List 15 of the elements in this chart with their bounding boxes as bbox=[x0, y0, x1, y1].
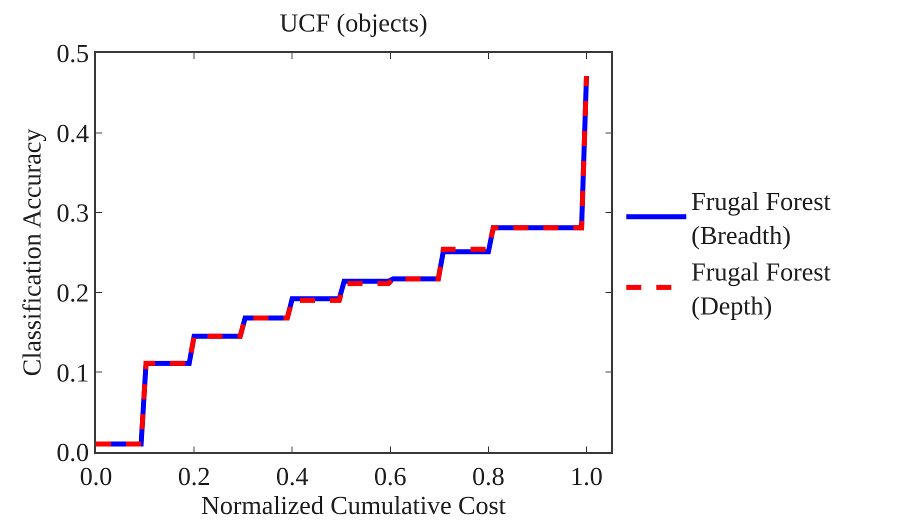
y-tick-label: 0.3 bbox=[56, 198, 90, 228]
x-axis-title: Normalized Cumulative Cost bbox=[201, 490, 507, 520]
x-tick-label: 0.4 bbox=[276, 462, 308, 491]
y-tick-label: 0.2 bbox=[56, 278, 90, 308]
y-tick-label: 0.4 bbox=[56, 118, 90, 148]
chart-title: UCF (objects) bbox=[279, 8, 428, 38]
y-tick-label: 0.5 bbox=[56, 39, 90, 68]
x-tick-label: 1.0 bbox=[570, 462, 603, 491]
legend-label: Frugal Forest (Depth) bbox=[691, 258, 832, 320]
x-tick-label: 0.2 bbox=[178, 462, 210, 491]
legend-label: Frugal Forest (Breadth) bbox=[691, 187, 832, 250]
y-tick-label: 0.1 bbox=[56, 358, 90, 388]
x-tick-label: 0.6 bbox=[374, 462, 407, 491]
x-tick-label: 0.8 bbox=[472, 462, 505, 491]
y-axis-title: Classification Accuracy bbox=[17, 128, 46, 376]
